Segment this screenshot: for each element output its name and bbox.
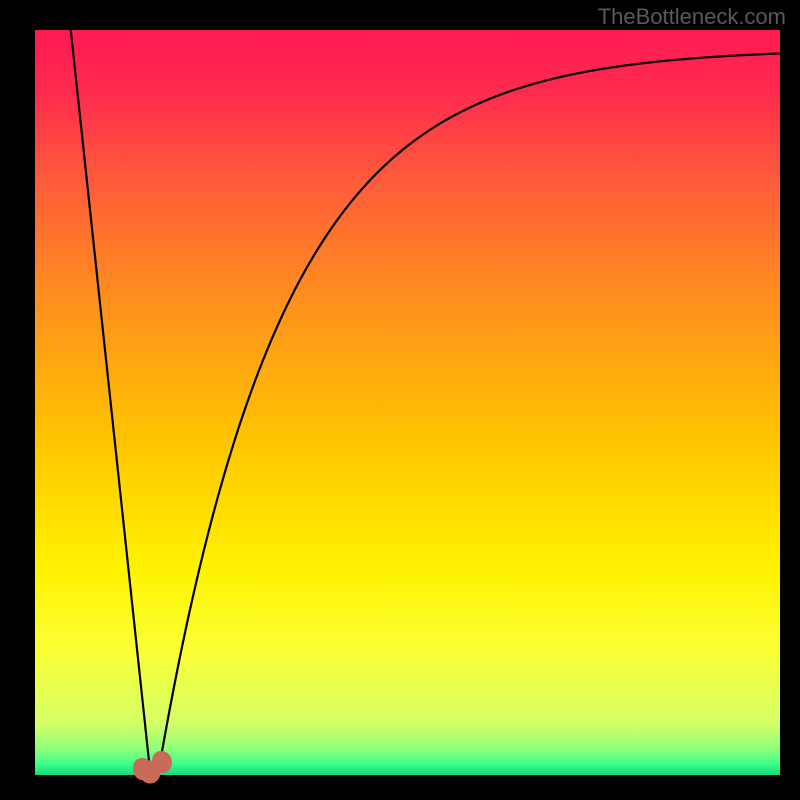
plot-area <box>35 30 780 775</box>
data-marker <box>133 758 153 780</box>
curve-ascending <box>158 53 780 775</box>
curve-descending <box>71 30 151 775</box>
chart-container: TheBottleneck.com <box>0 0 800 800</box>
curve-layer <box>35 30 780 775</box>
watermark-text: TheBottleneck.com <box>598 4 786 30</box>
